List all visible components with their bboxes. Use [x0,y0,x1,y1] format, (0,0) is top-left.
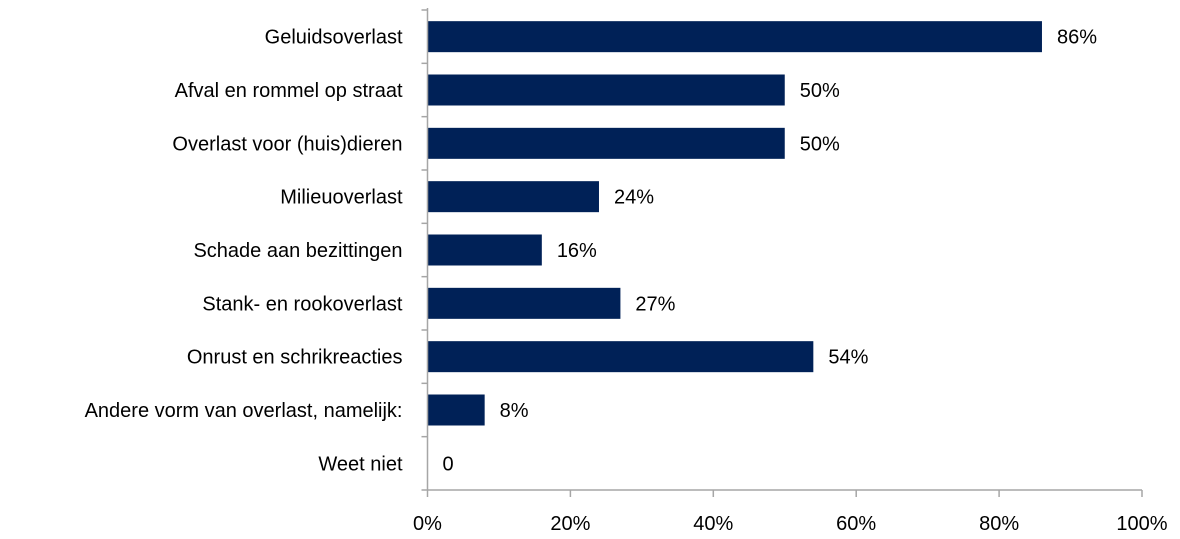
value-label: 54% [828,347,868,369]
bar [427,74,785,106]
x-tick-label: 80% [979,513,1019,535]
value-label: 50% [800,80,840,102]
category-label: Stank- en rookoverlast [202,293,403,315]
value-label: 27% [635,293,675,315]
value-label: 8% [500,400,529,422]
x-tick-label: 100% [1116,513,1167,535]
category-labels: Geluidsoverlast Afval en rommel op straat… [85,27,403,476]
bar [427,21,1042,53]
value-label: 16% [557,240,597,262]
value-label: 86% [1057,27,1097,49]
x-tick-label: 60% [836,513,876,535]
axes [421,8,1143,497]
bar [427,127,785,159]
x-tick-label: 40% [693,513,733,535]
bar [427,287,621,319]
bars [427,21,1042,426]
value-label: 24% [614,187,654,209]
bar [427,394,485,426]
bar [427,234,542,266]
category-label: Weet niet [318,453,403,475]
category-label: Milieuoverlast [280,187,403,209]
value-label: 50% [800,133,840,155]
bar [427,181,599,213]
category-label: Afval en rommel op straat [175,80,403,102]
bar [427,341,814,373]
category-label: Andere vorm van overlast, namelijk: [85,400,403,422]
x-tick-label: 0% [413,513,442,535]
category-label: Schade aan bezittingen [193,240,402,262]
x-tick-labels: 0% 20% 40% 60% 80% 100% [413,513,1168,535]
category-label: Geluidsoverlast [265,27,403,49]
value-label: 0 [443,453,454,475]
x-tick-label: 20% [550,513,590,535]
value-labels: 86% 50% 50% 24% 16% 27% 54% 8% 0 [443,27,1098,476]
category-label: Overlast voor (huis)dieren [172,133,402,155]
category-label: Onrust en schrikreacties [187,347,403,369]
